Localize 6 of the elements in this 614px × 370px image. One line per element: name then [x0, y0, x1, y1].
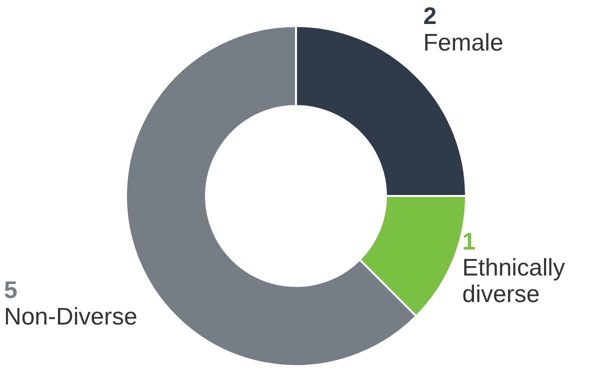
slice-label: Ethnically diverse	[462, 254, 566, 308]
slice-label: Non-Diverse	[4, 303, 138, 330]
slice-label: Female	[423, 29, 504, 56]
data-label: 1	[462, 228, 476, 256]
data-label: 2	[423, 3, 437, 30]
data-label: 5	[4, 277, 18, 304]
